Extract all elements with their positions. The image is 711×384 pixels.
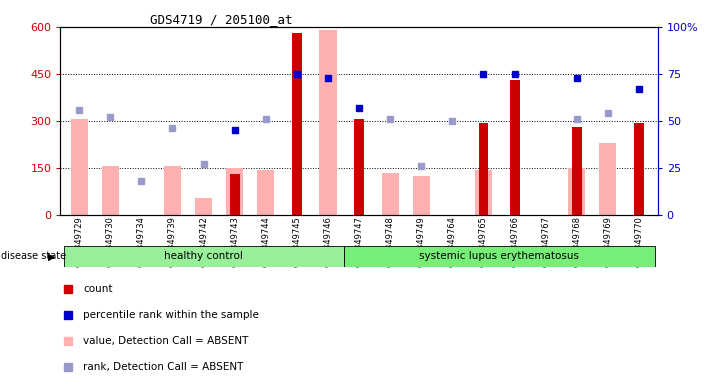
Text: GDS4719 / 205100_at: GDS4719 / 205100_at xyxy=(150,13,292,26)
Bar xyxy=(382,173,399,215)
Bar xyxy=(634,122,644,215)
Text: systemic lupus erythematosus: systemic lupus erythematosus xyxy=(419,251,579,262)
Bar xyxy=(475,170,492,215)
FancyBboxPatch shape xyxy=(343,246,655,267)
Bar xyxy=(226,168,243,215)
Bar xyxy=(479,122,488,215)
Bar xyxy=(230,174,240,215)
Bar xyxy=(257,170,274,215)
Bar xyxy=(164,166,181,215)
Text: disease state: disease state xyxy=(1,251,66,262)
Text: healthy control: healthy control xyxy=(164,251,243,262)
Bar xyxy=(319,30,336,215)
Bar xyxy=(412,176,430,215)
Bar xyxy=(572,127,582,215)
Bar xyxy=(102,166,119,215)
FancyBboxPatch shape xyxy=(63,246,343,267)
Bar xyxy=(354,119,364,215)
Text: rank, Detection Call = ABSENT: rank, Detection Call = ABSENT xyxy=(83,362,243,372)
Text: ▶: ▶ xyxy=(48,251,56,262)
Text: percentile rank within the sample: percentile rank within the sample xyxy=(83,310,259,320)
Bar xyxy=(568,168,585,215)
Bar xyxy=(599,143,616,215)
Bar xyxy=(70,119,87,215)
Bar xyxy=(195,198,212,215)
Text: count: count xyxy=(83,284,112,294)
Text: value, Detection Call = ABSENT: value, Detection Call = ABSENT xyxy=(83,336,249,346)
Bar xyxy=(292,33,301,215)
Bar xyxy=(510,80,520,215)
